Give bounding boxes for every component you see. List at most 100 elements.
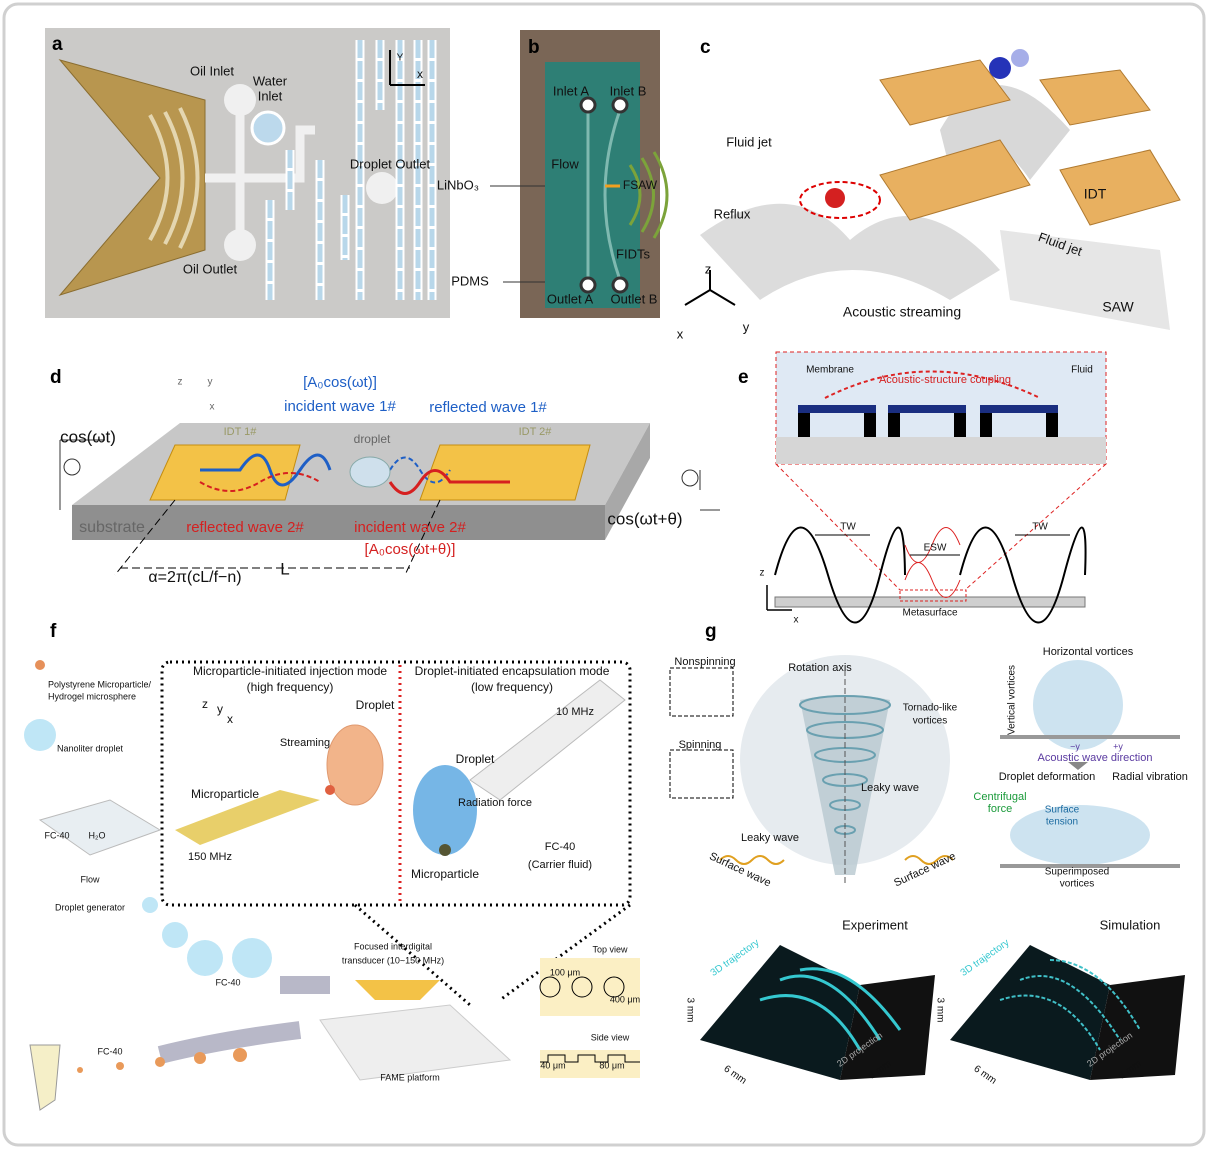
annotation: Superimposed [1045, 867, 1109, 878]
annotation: (Carrier fluid) [528, 859, 592, 871]
annotation: IDT 1# [224, 426, 258, 438]
panel-f-art [24, 660, 640, 1111]
annotation: 80 μm [599, 1060, 624, 1070]
annotation: cos(ωt+θ) [607, 509, 682, 528]
annotation: Tornado-like [903, 703, 958, 714]
annotation: z [705, 261, 712, 276]
annotation: Horizontal vortices [1043, 646, 1134, 658]
annotation: Side view [591, 1032, 630, 1042]
panel-label: b [528, 37, 540, 58]
annotation: Droplet [456, 752, 495, 766]
annotation: Experiment [842, 917, 908, 932]
annotation: Simulation [1100, 917, 1161, 932]
annotation: [A₀cos(ωt+θ)] [365, 541, 456, 558]
annotation: 3 mm [684, 998, 695, 1023]
annotation: Microparticle-initiated injection mode [193, 664, 387, 678]
annotation: 3 mm [934, 998, 945, 1023]
annotation: y [208, 377, 213, 388]
annotation: 400 μm [610, 994, 640, 1004]
annotation: reflected wave 1# [429, 399, 547, 416]
panel-c-art [684, 49, 1181, 330]
annotation: Acoustic wave direction [1038, 752, 1153, 764]
annotation: Acoustic streaming [843, 304, 961, 320]
annotation: Hydrogel microsphere [48, 691, 136, 701]
annotation: Outlet B [611, 291, 658, 306]
annotation: Streaming [280, 737, 330, 749]
annotation: Droplet-initiated encapsulation mode [415, 664, 610, 678]
panel-b-art [490, 30, 669, 318]
annotation: Inlet B [610, 83, 647, 98]
annotation: x [210, 402, 215, 413]
annotation: Leaky wave [741, 832, 799, 844]
annotation: Droplet Outlet [350, 156, 431, 171]
annotation: Membrane [806, 365, 854, 376]
annotation: 100 μm [550, 967, 580, 977]
annotation: Droplet generator [55, 902, 125, 912]
annotation: FC-40 [44, 830, 69, 840]
annotation: incident wave 2# [354, 519, 466, 536]
annotation: Water [253, 73, 288, 88]
annotation: x [227, 712, 233, 726]
annotation: LiNbO₃ [437, 177, 479, 192]
annotation: vortices [913, 716, 947, 727]
annotation: Y [397, 53, 404, 64]
annotation: Spinning [679, 739, 722, 751]
cube-simulation [950, 945, 1185, 1080]
annotation: Radiation force [458, 797, 532, 809]
annotation: Centrifugal [973, 791, 1026, 803]
panel-g-art [669, 655, 1185, 1080]
annotation: force [988, 803, 1012, 815]
annotation: TW [1032, 522, 1048, 533]
annotation: H₂O [89, 830, 106, 840]
annotation: Outlet A [547, 291, 594, 306]
annotation: −y [1070, 741, 1080, 751]
annotation: Rotation axis [788, 662, 852, 674]
annotation: IDT [1084, 186, 1107, 202]
annotation: Droplet deformation [999, 771, 1096, 783]
annotation: FSAW [623, 178, 658, 192]
panel-label: f [50, 621, 57, 642]
panel-e-art [766, 351, 1107, 624]
annotation: Oil Inlet [190, 63, 234, 78]
annotation: 150 MHz [188, 851, 232, 863]
panel-d-art [59, 423, 720, 576]
panel-label: e [738, 367, 749, 388]
annotation: +y [1113, 741, 1123, 751]
annotation: Fluid [1071, 365, 1093, 376]
annotation: PDMS [451, 273, 489, 288]
annotation: TW [840, 522, 856, 533]
panel-label: a [52, 34, 63, 55]
annotation: x [794, 615, 799, 626]
annotation: Metasurface [902, 608, 957, 619]
annotation: Surface [1045, 805, 1080, 816]
annotation: Inlet A [553, 83, 589, 98]
panel-label: g [705, 621, 717, 642]
annotation: cos(ωt) [60, 427, 116, 446]
annotation: droplet [354, 432, 391, 446]
annotation: [A₀cos(ωt)] [303, 374, 377, 391]
annotation: Top view [592, 944, 628, 954]
annotation: z [760, 568, 765, 579]
annotation: substrate [79, 519, 145, 536]
annotation: Nanoliter droplet [57, 743, 124, 753]
annotation: z [202, 697, 208, 711]
annotation: incident wave 1# [284, 398, 396, 415]
panel-label: c [700, 37, 711, 58]
annotation: FIDTs [616, 246, 650, 261]
annotation: vortices [1060, 879, 1094, 890]
annotation: SAW [1102, 299, 1134, 315]
panel-a-art [45, 28, 450, 318]
annotation: L [280, 559, 289, 578]
annotation: transducer (10~150 MHz) [342, 955, 444, 965]
annotation: Oil Outlet [183, 261, 238, 276]
annotation: FAME platform [380, 1072, 440, 1082]
annotation: FC-40 [97, 1046, 122, 1056]
annotation: IDT 2# [519, 426, 553, 438]
annotation: tension [1046, 817, 1078, 828]
annotation: Focused interdigital [354, 941, 432, 951]
annotation: x [417, 67, 423, 81]
annotation: y [743, 319, 750, 334]
annotation: FC-40 [545, 841, 576, 853]
annotation: Fluid jet [726, 134, 772, 149]
